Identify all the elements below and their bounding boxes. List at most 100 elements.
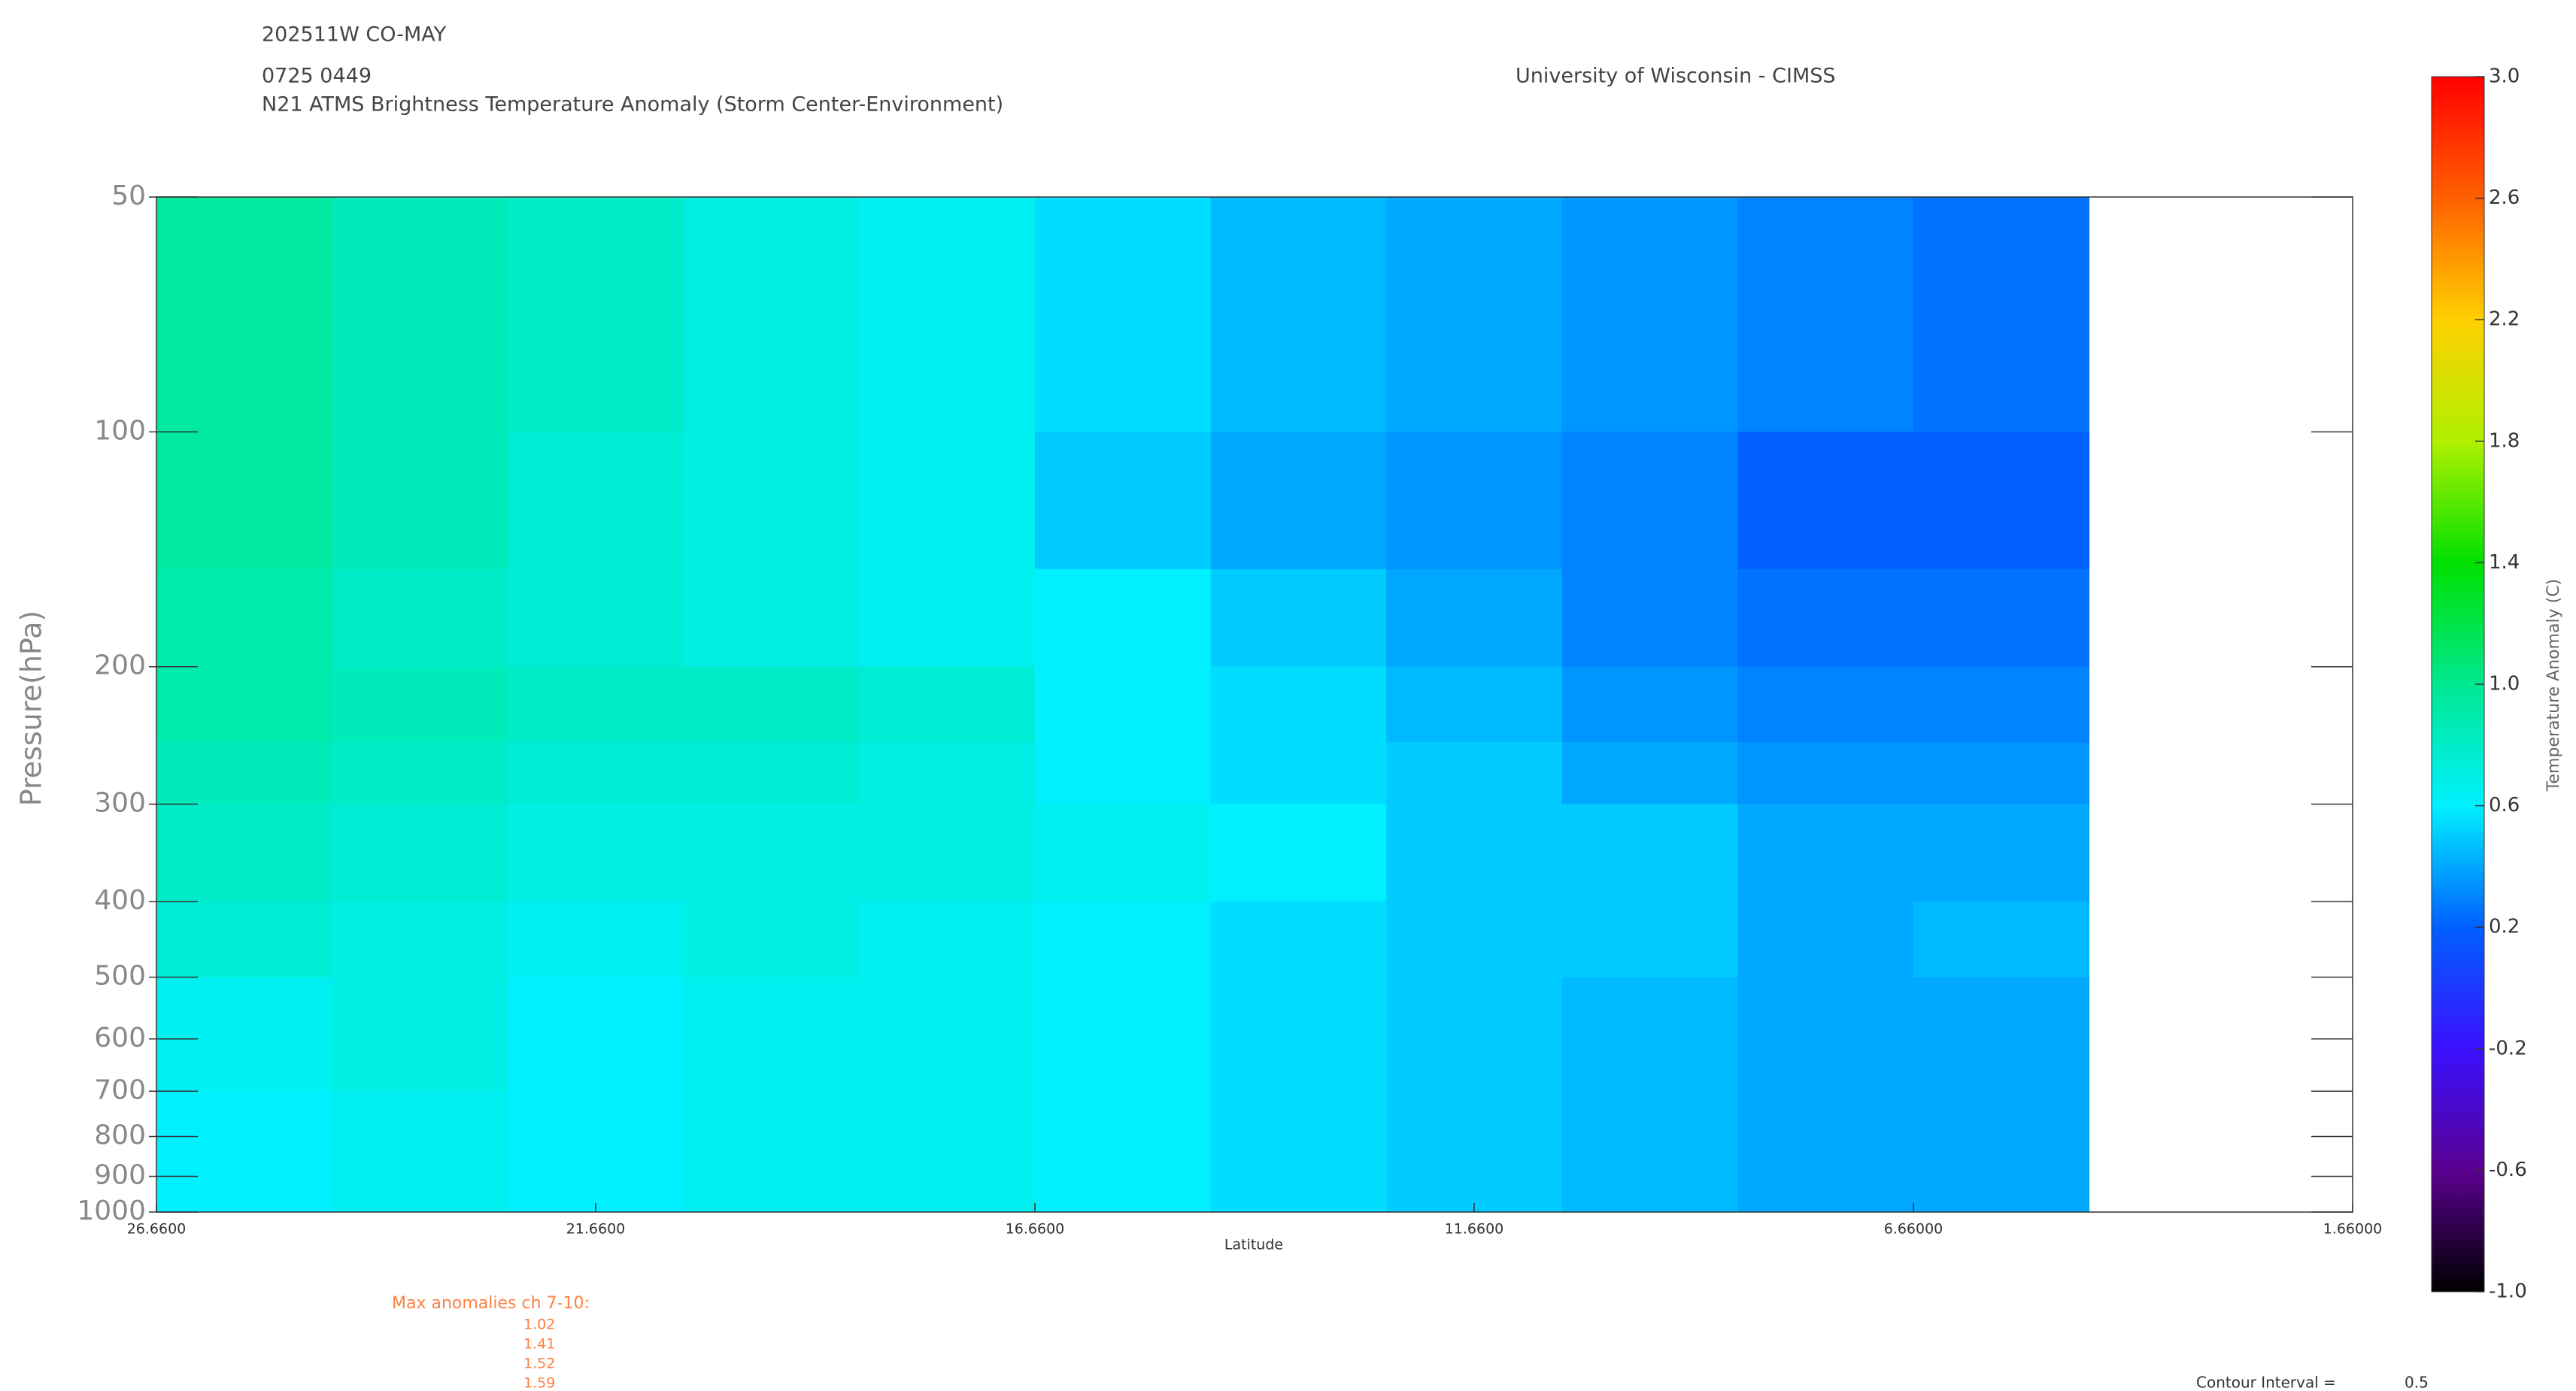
contour-cell: [859, 432, 1036, 570]
y-tick-label: 100: [94, 415, 146, 446]
contour-cell: [859, 902, 1036, 978]
contour-cell: [332, 804, 508, 902]
contour-cell: [508, 666, 684, 743]
contour-cell: [156, 977, 333, 1092]
colorbar-tick-label: 1.0: [2489, 673, 2520, 696]
contour-cell: [332, 1091, 508, 1213]
contour-cell: [683, 977, 860, 1092]
colorbar-tick-label: 1.4: [2489, 551, 2520, 574]
contour-cell: [1210, 666, 1387, 743]
colorbar-tick-label: 0.2: [2489, 916, 2520, 938]
contour-cell: [1035, 569, 1212, 668]
contour-cell: [1561, 197, 1738, 432]
contour-cell: [1035, 902, 1212, 978]
y-tick-label: 500: [94, 961, 146, 992]
y-axis-label: Pressure(hPa): [15, 611, 48, 807]
y-tick-label: 1000: [77, 1196, 146, 1226]
contour-cell: [1386, 902, 1563, 978]
colorbar-tick-label: 1.8: [2489, 429, 2520, 452]
contour-cell: [1035, 432, 1212, 570]
contour-cell: [156, 742, 333, 805]
contour-cell: [156, 569, 333, 668]
y-tick-label: 200: [94, 650, 146, 681]
contour-cell: [156, 197, 333, 432]
contour-cell: [1035, 977, 1212, 1092]
contour-cell: [156, 666, 333, 743]
contour-cell: [683, 432, 860, 570]
contour-cell: [156, 902, 333, 978]
contour-cell: [1737, 804, 1914, 902]
contour-cell: [1035, 742, 1212, 805]
contour-cell: [156, 1091, 333, 1213]
contour-cell: [1913, 197, 2090, 432]
contour-cell: [508, 977, 684, 1092]
contour-cell: [1561, 902, 1738, 978]
contour-cell: [1737, 742, 1914, 805]
x-tick-label: 16.6600: [1006, 1221, 1065, 1238]
x-tick-label: 26.6600: [127, 1221, 187, 1238]
contour-cell: [859, 742, 1036, 805]
contour-interval: 0.5: [2405, 1374, 2429, 1391]
contour-cell: [683, 197, 860, 432]
contour-cell: [508, 742, 684, 805]
contour-cell: [1035, 1091, 1212, 1213]
contour-cell: [859, 977, 1036, 1092]
contour-cell: [1561, 666, 1738, 743]
colorbar-label: Temperature Anomaly (C): [2544, 579, 2563, 792]
y-tick-label: 600: [94, 1023, 146, 1053]
contour-cell: [1913, 432, 2090, 570]
contour-cell: [1386, 804, 1563, 902]
colorbar-tick-label: -0.2: [2489, 1037, 2527, 1059]
contour-cell: [1210, 902, 1387, 978]
contour-cell: [156, 432, 333, 570]
contour-cell: [1561, 742, 1738, 805]
contour-cell: [1737, 569, 1914, 668]
x-axis-label: Latitude: [1224, 1237, 1283, 1253]
contour-cell: [1386, 569, 1563, 668]
max-anomaly: 1.59: [523, 1375, 555, 1391]
contour-cell: [1913, 977, 2090, 1092]
y-tick-label: 900: [94, 1160, 146, 1191]
max-anomalies-title: Max anomalies ch 7-10:: [392, 1294, 590, 1313]
contour-cell: [508, 569, 684, 668]
contour-cell: [1913, 666, 2090, 743]
colorbar-tick-label: 2.2: [2489, 308, 2520, 331]
contour-cell: [332, 569, 508, 668]
contour-cell: [1386, 197, 1563, 432]
contour-cell: [859, 666, 1036, 743]
contour-cell: [1386, 432, 1563, 570]
colorbar-tick-label: 0.6: [2489, 794, 2520, 817]
contour-cell: [683, 569, 860, 668]
contour-cell: [1913, 902, 2090, 978]
y-tick-label: 400: [94, 885, 146, 916]
contour-cell: [332, 902, 508, 978]
contour-cell: [332, 977, 508, 1092]
contour-cell: [683, 742, 860, 805]
header-line: N21 ATMS Brightness Temperature Anomaly …: [262, 93, 1003, 117]
contour-cell: [332, 666, 508, 743]
contour-cell: [859, 1091, 1036, 1213]
contour-interval-label: Contour Interval =: [2196, 1374, 2336, 1391]
contour-cell: [1210, 197, 1387, 432]
contour-cell: [859, 804, 1036, 902]
colorbar-tick-label: -1.0: [2489, 1280, 2527, 1303]
contour-cell: [1035, 804, 1212, 902]
contour-cell: [1210, 569, 1387, 668]
contour-cell: [1913, 1091, 2090, 1213]
colorbar-tick-label: 2.6: [2489, 186, 2520, 209]
institution: University of Wisconsin - CIMSS: [1516, 65, 1836, 88]
colorbar-tick-label: -0.6: [2489, 1159, 2527, 1181]
contour-cell: [1561, 804, 1738, 902]
max-anomaly: 1.02: [523, 1317, 555, 1333]
contour-cell: [332, 742, 508, 805]
y-tick-label: 50: [111, 180, 146, 211]
contour-cell: [508, 197, 684, 432]
contour-cell: [683, 1091, 860, 1213]
contour-cell: [859, 569, 1036, 668]
contour-cell: [1561, 977, 1738, 1092]
contour-cell: [1737, 1091, 1914, 1213]
contour-cell: [1386, 1091, 1563, 1213]
contour-cell: [1035, 666, 1212, 743]
contour-cell: [1210, 432, 1387, 570]
contour-cell: [1913, 569, 2090, 668]
